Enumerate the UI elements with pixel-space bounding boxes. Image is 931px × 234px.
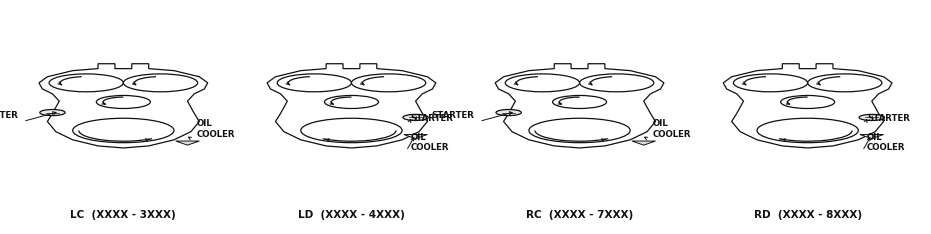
Polygon shape [404, 135, 427, 139]
Text: LC  (XXXX - 3XXX): LC (XXXX - 3XXX) [71, 210, 176, 220]
Circle shape [859, 114, 884, 121]
Text: STARTER: STARTER [0, 111, 19, 121]
Text: OIL
COOLER: OIL COOLER [411, 133, 450, 152]
Circle shape [496, 110, 521, 116]
Circle shape [403, 114, 428, 121]
Text: STARTER: STARTER [411, 113, 453, 123]
Polygon shape [860, 135, 884, 139]
Text: STARTER: STARTER [432, 111, 475, 121]
Text: OIL
COOLER: OIL COOLER [867, 133, 906, 152]
Polygon shape [176, 141, 199, 145]
Text: RC  (XXXX - 7XXX): RC (XXXX - 7XXX) [526, 210, 633, 220]
Circle shape [40, 110, 65, 116]
Text: OIL
COOLER: OIL COOLER [196, 119, 235, 139]
Text: STARTER: STARTER [867, 113, 910, 123]
Polygon shape [632, 141, 655, 145]
Text: OIL
COOLER: OIL COOLER [653, 119, 691, 139]
Text: LD  (XXXX - 4XXX): LD (XXXX - 4XXX) [298, 210, 405, 220]
Text: RD  (XXXX - 8XXX): RD (XXXX - 8XXX) [753, 210, 862, 220]
